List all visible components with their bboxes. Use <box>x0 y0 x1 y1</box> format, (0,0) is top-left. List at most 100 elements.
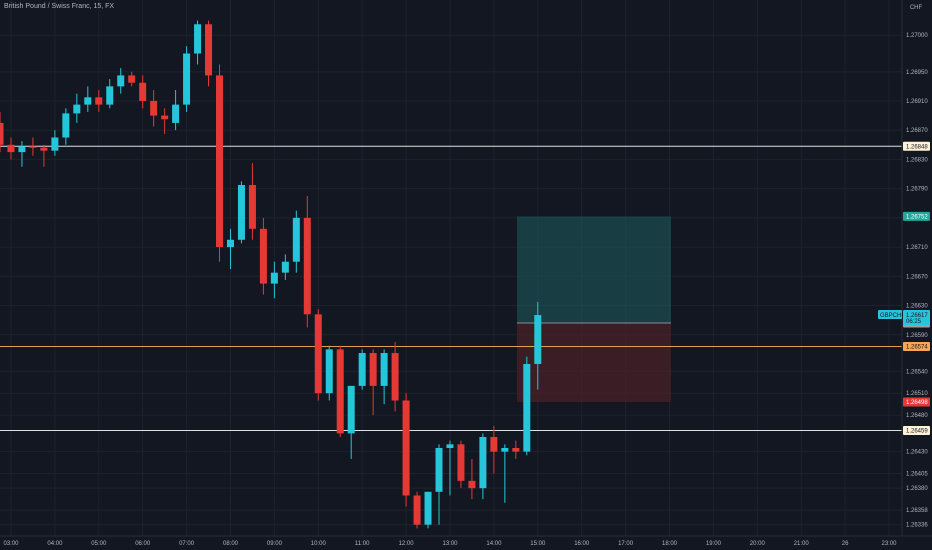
price-tick-label: 1.26480 <box>906 413 928 419</box>
time-tick-label: 07:00 <box>179 541 195 547</box>
price-tick-label: 1.26510 <box>906 391 928 397</box>
price-tick-label: 1.26950 <box>906 70 928 76</box>
candle-body <box>336 349 344 434</box>
time-tick-label: 17:00 <box>618 541 634 547</box>
candle-body <box>369 353 377 386</box>
time-tick-label: 13:00 <box>442 541 458 547</box>
chart-title: British Pound / Swiss Franc, 15, FX <box>4 3 115 10</box>
candle-body <box>468 480 476 489</box>
candle-body <box>95 97 103 105</box>
candle-body <box>270 272 278 284</box>
candle-body <box>62 113 70 138</box>
candle-body <box>150 100 158 116</box>
candle-body <box>512 447 520 452</box>
candle-body <box>84 97 92 105</box>
candle-body <box>435 447 443 492</box>
stop-zone[interactable] <box>517 323 671 402</box>
price-tick-label: 1.26540 <box>906 369 928 375</box>
time-tick-label: 05:00 <box>91 541 107 547</box>
price-axis[interactable] <box>902 0 932 536</box>
candle-body <box>161 115 169 120</box>
candle-body <box>325 349 333 394</box>
time-tick-label: 04:00 <box>47 541 63 547</box>
symbol-tag-bg <box>878 310 902 320</box>
candle-body <box>7 144 15 153</box>
price-tick-label: 1.26630 <box>906 304 928 310</box>
candle-body <box>292 217 300 262</box>
currency-label: CHF <box>910 5 923 11</box>
current-price-tag-bg <box>903 310 930 326</box>
time-tick-label: 10:00 <box>311 541 327 547</box>
time-tick-label: 23:00 <box>881 541 897 547</box>
candles <box>0 20 542 529</box>
candle-body <box>534 315 542 364</box>
candle-body <box>172 104 180 123</box>
candle-body <box>391 353 399 401</box>
line-price-tag-bg <box>903 425 930 435</box>
time-tick-label: 12:00 <box>399 541 415 547</box>
candle-body <box>501 447 509 452</box>
current-price: 1.26617 <box>906 313 928 319</box>
time-tick-label: 08:00 <box>223 541 239 547</box>
time-axis-labels: 03:00 04:00 05:00 06:00 07:00 08:00 09:00 10:00… <box>3 541 897 547</box>
price-tick-label: 1.26670 <box>906 274 928 280</box>
candle-body <box>18 146 26 153</box>
candle-body <box>402 400 410 496</box>
candle-body <box>479 437 487 489</box>
candle-body <box>413 495 421 525</box>
price-tick-label: 1.26830 <box>906 157 928 163</box>
horizontal-lines[interactable] <box>0 145 902 431</box>
candle-body <box>490 437 498 452</box>
candle-body <box>128 75 136 83</box>
time-tick-label: 06:00 <box>135 541 151 547</box>
price-tick-label: 1.26405 <box>906 472 928 478</box>
price-tick-label: 1.26358 <box>906 508 928 514</box>
time-axis[interactable] <box>0 536 932 550</box>
candle-body <box>106 86 114 105</box>
candle-body <box>216 75 223 248</box>
candle-body <box>347 385 355 434</box>
symbol-tag: GBPCHF <box>880 313 905 319</box>
line-price-tag-bg <box>903 141 930 151</box>
candle-body <box>259 228 267 284</box>
time-tick-label: 14:00 <box>486 541 502 547</box>
time-tick-label: 21:00 <box>794 541 810 547</box>
candle-body <box>358 353 366 386</box>
candle-body <box>314 314 322 394</box>
long-position-tool[interactable] <box>517 216 671 402</box>
price-tick-label: 1.26430 <box>906 450 928 456</box>
candle-body <box>446 444 454 448</box>
time-tick-label: 16:00 <box>574 541 590 547</box>
candle-body <box>303 217 311 315</box>
price-tick-label: 1.26336 <box>906 523 928 529</box>
line-price-tag: 1.26848 <box>906 144 928 150</box>
candle-body <box>457 444 465 481</box>
time-tick-label: 20:00 <box>750 541 766 547</box>
bar-countdown: 06:25 <box>906 319 922 325</box>
target-zone[interactable] <box>517 216 671 324</box>
position-price-tag: 1.26752 <box>906 214 928 220</box>
line-price-tag-bg <box>903 341 930 351</box>
price-tick-label: 1.26380 <box>906 486 928 492</box>
candle-body <box>194 24 202 54</box>
candle-body <box>380 353 388 386</box>
price-tick-label: 1.26790 <box>906 187 928 193</box>
price-tick-label: 1.27000 <box>906 33 928 39</box>
price-tick-label: 1.26710 <box>906 245 928 251</box>
line-price-tag: 1.26574 <box>906 344 928 350</box>
price-tick-label: 1.26590 <box>906 333 928 339</box>
position-price-tag-bg <box>903 397 930 407</box>
time-tick-label: 26 <box>842 541 849 547</box>
time-tick-label: 18:00 <box>662 541 678 547</box>
candle-body <box>281 261 289 273</box>
candle-body <box>139 82 147 101</box>
time-tick-label: 15:00 <box>530 541 546 547</box>
candle-body <box>29 146 37 148</box>
candle-body <box>523 363 531 452</box>
candle-body <box>248 184 256 229</box>
candle-body <box>226 239 234 248</box>
candle-body <box>183 53 191 105</box>
price-tags: 1.268481.265741.264591.267521.266061.264… <box>878 141 930 435</box>
